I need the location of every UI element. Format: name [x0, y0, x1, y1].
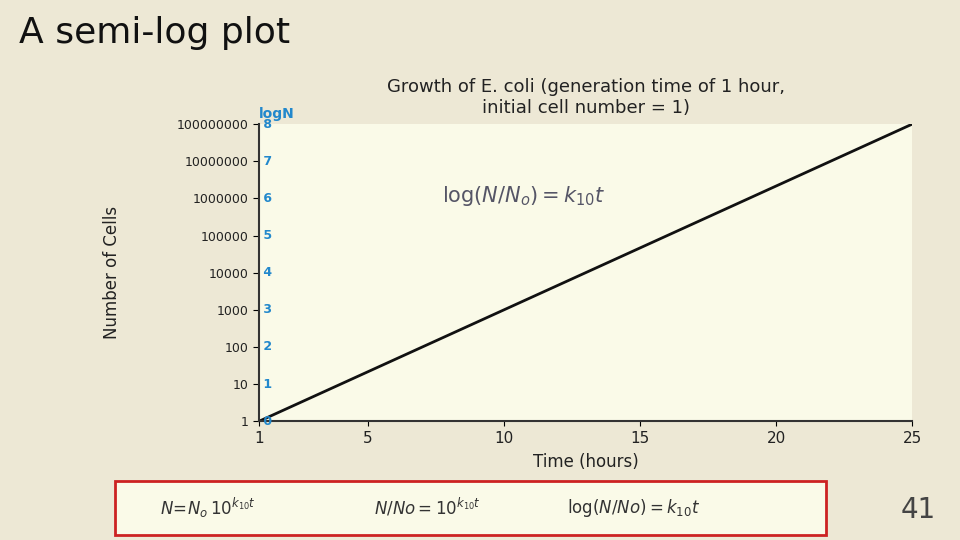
Text: A semi-log plot: A semi-log plot: [19, 16, 290, 50]
Text: 6: 6: [259, 192, 273, 205]
Text: $N/No = 10^{k_{10}t}$: $N/No = 10^{k_{10}t}$: [374, 496, 481, 519]
Text: 41: 41: [900, 496, 936, 524]
X-axis label: Time (hours): Time (hours): [533, 453, 638, 471]
Text: 0: 0: [259, 415, 273, 428]
Text: $N\!=\!N_o\,10^{k_{10}t}$: $N\!=\!N_o\,10^{k_{10}t}$: [159, 496, 255, 519]
Title: Growth of E. coli (generation time of 1 hour,
initial cell number = 1): Growth of E. coli (generation time of 1 …: [387, 78, 784, 117]
FancyBboxPatch shape: [115, 481, 826, 535]
Text: 4: 4: [259, 266, 273, 279]
Text: $\log(N/No) = k_{10}t$: $\log(N/No) = k_{10}t$: [567, 497, 701, 518]
Text: 8: 8: [259, 118, 273, 131]
Text: 5: 5: [259, 229, 273, 242]
Text: 3: 3: [259, 303, 273, 316]
Text: $\log(N/N_o) = k_{10}t$: $\log(N/N_o) = k_{10}t$: [442, 184, 606, 207]
Y-axis label: Number of Cells: Number of Cells: [104, 206, 121, 339]
Text: 2: 2: [259, 340, 273, 354]
Text: 1: 1: [259, 377, 273, 390]
Text: 7: 7: [259, 155, 273, 168]
Text: logN: logN: [259, 107, 295, 121]
